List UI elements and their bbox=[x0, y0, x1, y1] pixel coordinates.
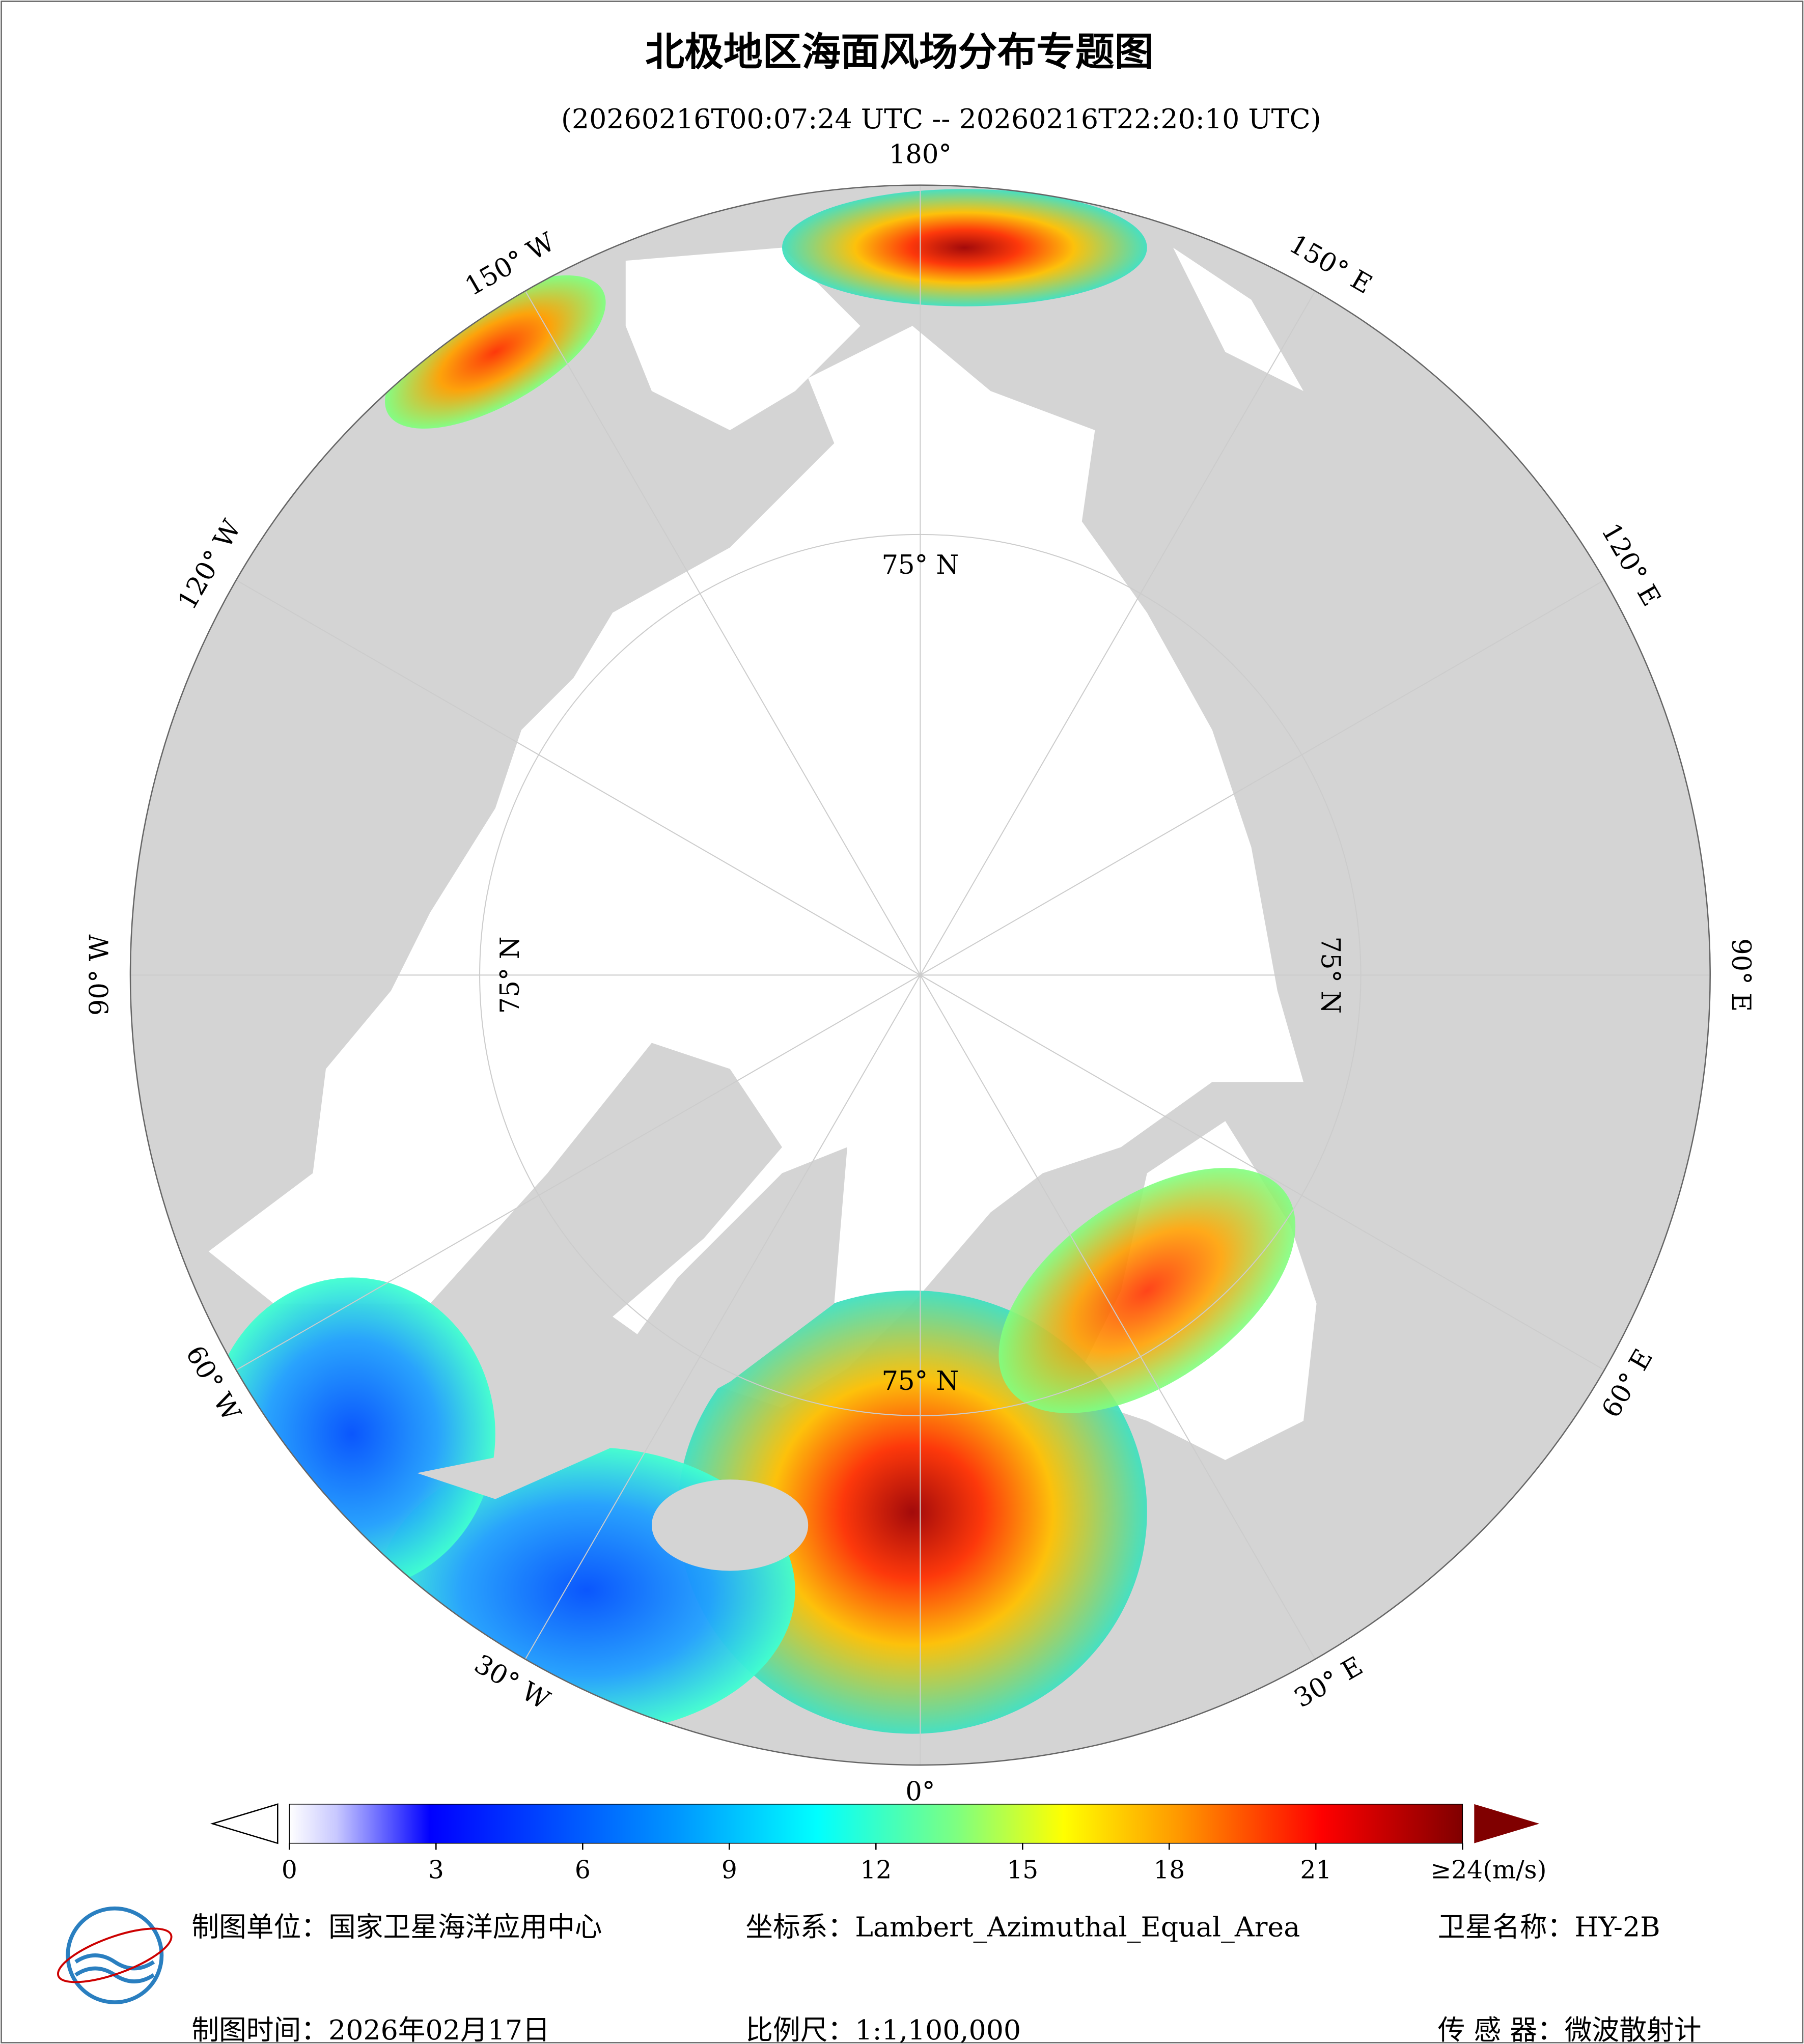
graticule-lon bbox=[236, 579, 921, 976]
arctic-ocean bbox=[208, 326, 1303, 1408]
footer-sensor: 传 感 器：微波散射计 bbox=[1438, 2014, 1702, 2044]
footer-satellite: 卫星名称：HY-2B bbox=[1438, 1911, 1660, 1943]
graticule-lon bbox=[524, 974, 921, 1660]
colorbar-tick-label: 21 bbox=[1300, 1856, 1331, 1884]
graticule-lon bbox=[920, 579, 1605, 976]
graticule-lon bbox=[920, 974, 1316, 1660]
lat-label: 75° N bbox=[881, 550, 959, 580]
lon-label: 0° bbox=[905, 1776, 935, 1807]
wind-field bbox=[208, 1277, 495, 1590]
wind-field bbox=[998, 1168, 1296, 1413]
lat-label: 75° N bbox=[881, 1366, 959, 1396]
footer-scale: 比例尺：1:1,100,000 bbox=[745, 2014, 1021, 2044]
graticule-lon bbox=[524, 290, 921, 975]
colorbar-tick-label: ≥24(m/s) bbox=[1430, 1856, 1546, 1884]
greenland bbox=[417, 1147, 847, 1499]
graticule-lon bbox=[920, 290, 1316, 975]
footer-date: 制图时间：2026年02月17日 bbox=[191, 2014, 550, 2044]
subtitle: (20260216T00:07:24 UTC -- 20260216T22:20… bbox=[561, 103, 1321, 135]
colorbar bbox=[289, 1804, 1463, 1844]
lat-label: 75° N bbox=[495, 936, 525, 1014]
logo bbox=[57, 1906, 173, 2004]
map-edge bbox=[129, 184, 1711, 1766]
colorbar-tick-label: 9 bbox=[721, 1856, 737, 1884]
colorbar-low bbox=[210, 1803, 279, 1844]
iceland bbox=[651, 1479, 809, 1571]
colorbar-tick-label: 12 bbox=[860, 1856, 892, 1884]
colorbar-tick-label: 18 bbox=[1153, 1856, 1185, 1884]
title: 北极地区海面风场分布专题图 bbox=[645, 30, 1153, 75]
wind-field bbox=[385, 275, 606, 429]
colorbar-tick-label: 0 bbox=[282, 1856, 297, 1884]
seas bbox=[625, 247, 1317, 1460]
wind-field bbox=[782, 189, 1147, 306]
lat-label: 75° N bbox=[1315, 936, 1346, 1014]
map bbox=[130, 185, 1710, 1766]
lon-label: 90° E bbox=[1726, 938, 1756, 1012]
colorbar-tick-label: 15 bbox=[1007, 1856, 1038, 1884]
colorbar-tick-label: 6 bbox=[575, 1856, 591, 1884]
lon-label: 90° W bbox=[85, 934, 115, 1016]
graticule-lon bbox=[920, 974, 1605, 1371]
footer-crs: 坐标系：Lambert_Azimuthal_Equal_Area bbox=[745, 1911, 1300, 1943]
colorbar-tick-label: 3 bbox=[428, 1856, 444, 1884]
footer-unit: 制图单位：国家卫星海洋应用中心 bbox=[191, 1911, 602, 1943]
graticule-lon bbox=[236, 974, 921, 1371]
colorbar-high bbox=[1474, 1804, 1540, 1843]
lon-label: 180° bbox=[889, 139, 952, 170]
